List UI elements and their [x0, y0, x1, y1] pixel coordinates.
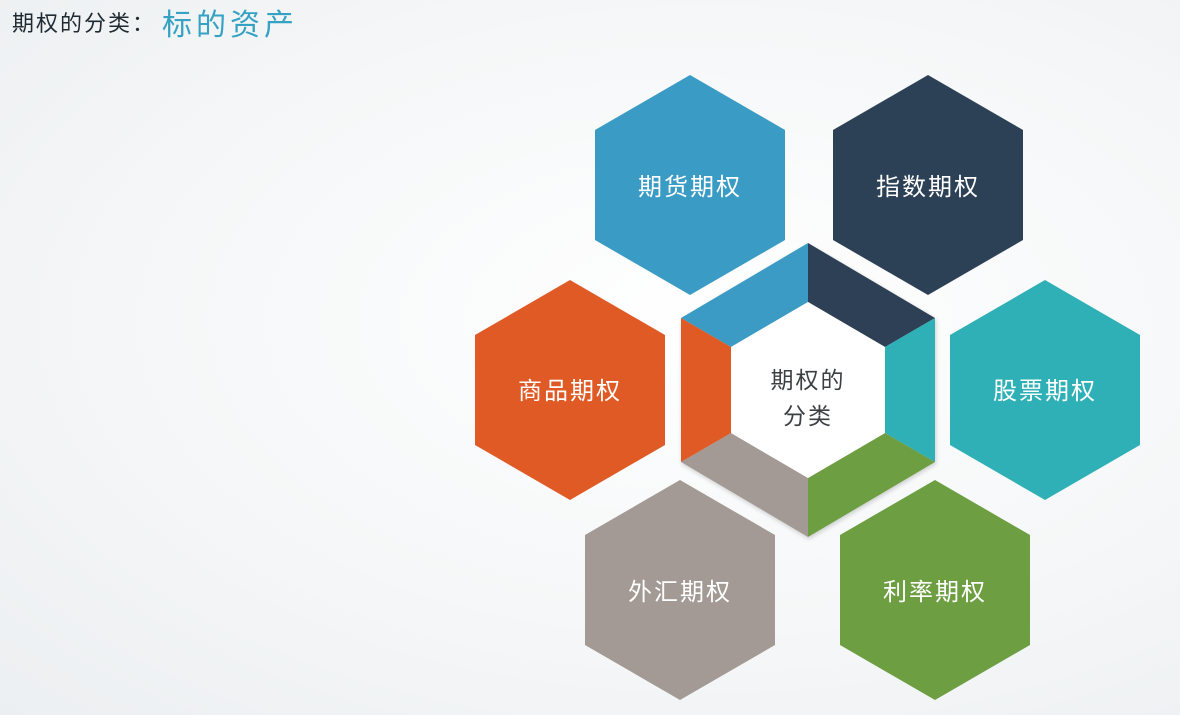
center-hex-shape: [731, 302, 885, 478]
hex-shape: [595, 75, 785, 295]
hex-shape: [950, 280, 1140, 500]
hex-rate-option[interactable]: 利率期权: [840, 480, 1030, 700]
hex-label: 商品期权: [518, 377, 622, 405]
center-ring: [681, 243, 935, 537]
hex-index-option[interactable]: 指数期权: [833, 75, 1023, 295]
center-hex: 期权的 分类: [731, 302, 885, 478]
hex-stock-option[interactable]: 股票期权: [950, 280, 1140, 500]
ring-segment-futures: [681, 243, 808, 347]
hex-label: 期货期权: [638, 173, 742, 201]
ring-segment-rate: [808, 433, 935, 537]
center-label-line1: 期权的: [771, 368, 846, 394]
hex-label: 利率期权: [883, 578, 987, 606]
hex-futures-option[interactable]: 期货期权: [595, 75, 785, 295]
center-label-line2: 分类: [783, 404, 833, 430]
ring-segment-fx: [681, 433, 808, 537]
slide-title: 期权的分类： 标的资产: [12, 2, 299, 43]
hex-shape: [840, 480, 1030, 700]
ring-segment-stock: [885, 318, 935, 462]
title-prefix: 期权的分类：: [12, 12, 157, 37]
hex-label: 股票期权: [993, 377, 1097, 405]
hex-fx-option[interactable]: 外汇期权: [585, 480, 775, 700]
ring-segment-index: [808, 243, 935, 347]
ring-segment-commodity: [681, 318, 731, 462]
hex-shape: [475, 280, 665, 500]
hex-label: 外汇期权: [628, 578, 732, 606]
hex-shape: [585, 480, 775, 700]
hex-label: 指数期权: [876, 173, 980, 201]
title-main: 标的资产: [162, 8, 299, 43]
hex-commodity-option[interactable]: 商品期权: [475, 280, 665, 500]
hex-shape: [833, 75, 1023, 295]
